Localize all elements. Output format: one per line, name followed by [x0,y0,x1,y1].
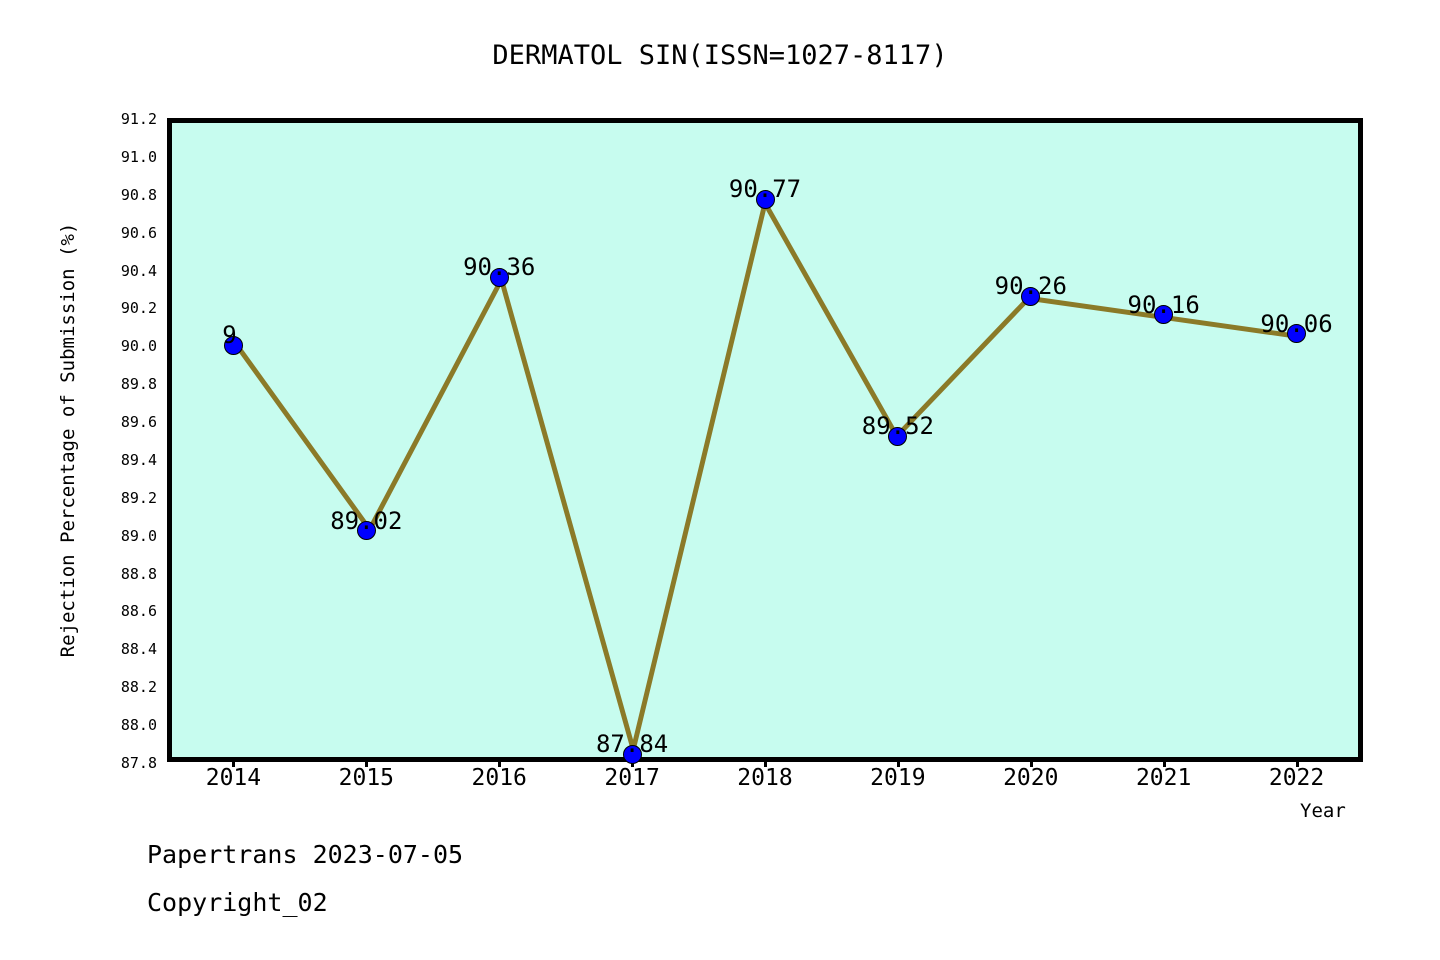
y-tick-label: 89.2 [120,488,157,507]
y-tick-label: 90.6 [120,223,157,242]
y-tick-label: 91.0 [120,147,157,166]
footer-copyright: Copyright_02 [147,888,328,917]
data-point-marker[interactable] [489,267,509,287]
y-tick-label: 90.2 [120,299,157,318]
x-tick-label: 2014 [205,765,262,791]
data-point-label: 9 [222,321,237,350]
data-point-label: 90.77 [728,175,802,204]
x-tick-label: 2019 [870,765,926,791]
plot-area [167,118,1363,762]
y-tick-label: 90.8 [120,185,157,204]
data-point-marker[interactable] [755,189,775,209]
footer-papertrans: Papertrans 2023-07-05 [147,840,464,869]
y-tick-label: 88.4 [120,640,157,659]
x-tick-label: 2018 [737,765,793,791]
chart-title: DERMATOL SIN(ISSN=1027-8117) [492,40,948,71]
data-point-marker[interactable] [888,426,908,446]
x-tick-mark [1162,757,1166,767]
data-point-label: 89.02 [330,506,403,535]
y-tick-label: 88.6 [120,602,157,621]
x-tick-mark [498,757,502,767]
x-tick-mark [365,757,369,767]
x-tick-label: 2017 [604,765,660,791]
x-tick-label: 2016 [471,765,527,791]
series-line-svg [235,196,1293,757]
y-tick-label: 90.4 [120,261,157,280]
x-tick-label: 2021 [1135,765,1192,791]
data-point-label: 90.26 [994,272,1067,301]
data-point-marker[interactable] [1287,324,1307,344]
data-point-label: 90.06 [1260,309,1333,338]
y-tick-label: 88.8 [120,564,157,583]
data-point-marker[interactable] [223,335,243,355]
x-tick-label: 2015 [338,765,395,791]
x-tick-mark [896,757,900,767]
data-point-label: 90.16 [1127,290,1200,319]
y-tick-label: 91.2 [120,110,157,128]
data-point-marker[interactable] [1021,286,1041,306]
y-tick-label: 87.8 [120,754,157,772]
y-tick-label: 89.8 [120,375,157,394]
data-point-marker[interactable] [622,744,642,764]
data-point-label: 87.84 [595,730,669,759]
data-point-label: 89.52 [861,412,934,441]
data-point-marker[interactable] [356,521,376,541]
x-axis-label: Year [1300,800,1346,822]
y-tick-label: 88.0 [120,716,157,735]
y-tick-label: 88.2 [120,678,157,697]
x-tick-mark [232,757,236,767]
x-tick-mark [1295,757,1299,767]
y-tick-label: 89.4 [120,450,157,469]
x-tick-label: 2020 [1003,765,1059,791]
y-tick-label: 89.0 [120,526,157,545]
data-point-label: 90.36 [463,253,536,282]
data-point-marker[interactable] [1154,305,1174,325]
x-tick-mark [1029,757,1033,767]
y-tick-label: 90.0 [120,337,157,356]
series-line [235,196,1293,757]
x-tick-label: 2022 [1268,765,1325,791]
y-axis-label: Rejection Percentage of Submission (%) [57,222,79,658]
y-tick-label: 89.6 [120,413,157,432]
x-tick-mark [764,757,767,767]
